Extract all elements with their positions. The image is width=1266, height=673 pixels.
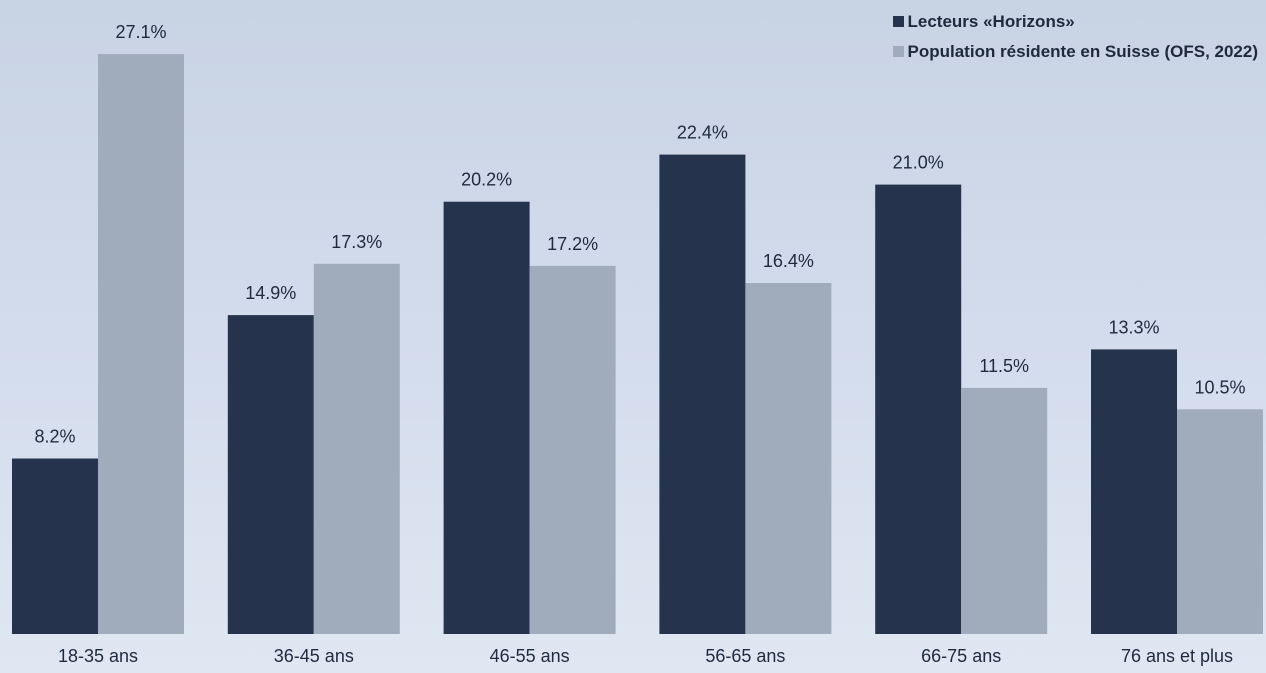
x-axis: 18-35 ans 36-45 ans 46-55 ans 56-65 ans 66-7… xyxy=(58,646,1233,666)
data-label-lecteurs-6: 13.3% xyxy=(1108,317,1159,337)
bar-population-1 xyxy=(98,54,184,635)
bar-lecteurs-1 xyxy=(12,458,98,634)
data-label-lecteurs-2: 14.9% xyxy=(245,283,296,303)
data-label-population-3: 17.2% xyxy=(547,234,598,254)
data-label-population-6: 10.5% xyxy=(1194,377,1245,397)
legend-swatch-population xyxy=(892,46,904,57)
bar-lecteurs-6 xyxy=(1091,349,1177,634)
value-labels-layer: 8.2% 27.1% 14.9% 17.3% 20.2% 17.2% 22.4% 16.4% 2… xyxy=(34,22,1245,446)
bar-population-4 xyxy=(745,283,832,634)
x-tick-label-2: 36-45 ans xyxy=(274,646,354,666)
x-tick-label-1: 18-35 ans xyxy=(58,646,138,666)
x-tick-label-4: 56-65 ans xyxy=(705,646,785,666)
legend-swatch-lecteurs xyxy=(892,16,904,27)
bar-population-3 xyxy=(529,265,616,634)
bar-population-6 xyxy=(1177,409,1263,634)
data-label-population-5: 11.5% xyxy=(979,356,1029,376)
x-tick-label-5: 66-75 ans xyxy=(921,646,1001,666)
x-tick-label-3: 46-55 ans xyxy=(490,646,570,666)
legend-item-population: Population résidente en Suisse (OFS, 202… xyxy=(892,38,1258,65)
legend-item-lecteurs: Lecteurs «Horizons» xyxy=(892,8,1258,35)
data-label-population-1: 27.1% xyxy=(115,22,166,42)
bar-lecteurs-4 xyxy=(659,154,746,634)
legend: Lecteurs «Horizons» Population résidente… xyxy=(892,8,1258,68)
bar-lecteurs-2 xyxy=(227,315,314,634)
data-label-lecteurs-4: 22.4% xyxy=(677,123,728,143)
data-label-lecteurs-5: 21.0% xyxy=(893,153,944,173)
bars-layer xyxy=(12,54,1263,635)
bar-lecteurs-5 xyxy=(875,184,962,634)
legend-label-population: Population résidente en Suisse (OFS, 202… xyxy=(907,41,1258,61)
bar-population-2 xyxy=(313,263,400,634)
data-label-population-4: 16.4% xyxy=(763,251,814,271)
data-label-lecteurs-1: 8.2% xyxy=(34,427,75,447)
legend-label-lecteurs: Lecteurs «Horizons» xyxy=(907,11,1075,31)
bar-lecteurs-3 xyxy=(443,201,530,634)
data-label-population-2: 17.3% xyxy=(331,232,382,252)
bar-population-5 xyxy=(961,387,1048,634)
x-tick-label-6: 76 ans et plus xyxy=(1121,646,1233,666)
data-label-lecteurs-3: 20.2% xyxy=(461,170,512,190)
